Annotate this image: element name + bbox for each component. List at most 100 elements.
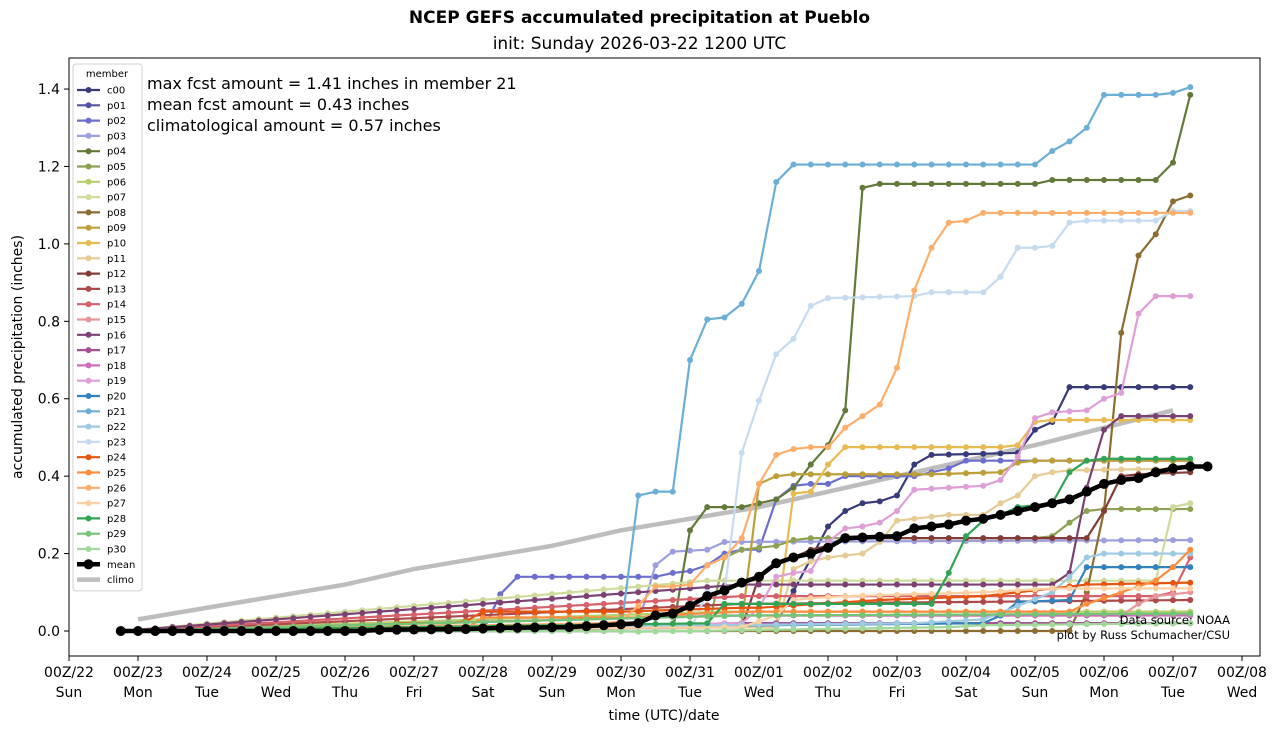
x-tick-day-label: Fri <box>889 685 906 701</box>
x-tick-day-label: Thu <box>331 685 358 701</box>
data-point-p02 <box>807 480 814 487</box>
annotation-max: max fcst amount = 1.41 inches in member … <box>147 74 517 93</box>
data-point-p22 <box>825 621 831 628</box>
data-point-p16 <box>204 621 210 628</box>
data-point-p29 <box>945 611 952 618</box>
y-tick-label: 0.0 <box>38 624 60 640</box>
legend-item-p19: p19 <box>77 376 126 387</box>
series-p26 <box>117 209 1194 634</box>
data-point-p08 <box>1152 231 1159 238</box>
data-point-mean <box>1133 473 1144 484</box>
data-point-p21 <box>1049 147 1056 154</box>
data-point-p12 <box>1066 535 1073 542</box>
data-point-p23 <box>1118 217 1125 224</box>
data-point-p29 <box>1083 611 1090 618</box>
data-point-p22 <box>963 617 969 624</box>
data-point-p05 <box>738 546 745 553</box>
data-point-p10 <box>807 488 814 495</box>
data-point-p21 <box>1170 89 1176 96</box>
data-point-p16 <box>911 581 918 588</box>
data-point-p26 <box>1066 209 1073 216</box>
data-point-mean <box>892 531 902 542</box>
data-point-p14 <box>1135 593 1142 600</box>
data-point-c00 <box>876 498 883 505</box>
data-point-p12 <box>911 535 918 542</box>
data-point-mean <box>1116 475 1127 486</box>
data-point-p12 <box>945 535 952 542</box>
data-point-p29 <box>566 616 573 623</box>
series-p21 <box>117 84 1194 634</box>
data-point-p30 <box>790 626 797 633</box>
data-point-p02 <box>945 465 952 472</box>
legend-item-p25: p25 <box>77 468 126 479</box>
data-point-mean <box>1030 502 1040 513</box>
data-point-p29 <box>963 611 969 618</box>
data-point-p08 <box>1170 198 1176 205</box>
data-point-p09 <box>911 471 918 478</box>
data-point-p04 <box>842 407 849 414</box>
data-point-p29 <box>721 612 728 619</box>
data-point-p25 <box>1101 595 1107 602</box>
data-point-p16 <box>531 597 538 604</box>
data-point-p30 <box>738 627 745 634</box>
data-point-p07 <box>566 589 573 596</box>
legend-marker <box>85 423 92 430</box>
data-point-p16 <box>859 581 866 588</box>
data-point-p26 <box>773 451 780 458</box>
data-point-p30 <box>687 628 693 634</box>
data-point-mean <box>184 626 195 636</box>
data-point-p19 <box>1049 409 1056 416</box>
data-point-p03 <box>1101 537 1107 544</box>
data-point-mean <box>926 521 937 532</box>
chart-subtitle: init: Sunday 2026-03-22 1200 UTC <box>492 34 787 54</box>
data-point-p11 <box>1101 466 1107 473</box>
data-point-p21 <box>963 161 969 168</box>
data-point-p26 <box>635 602 642 609</box>
data-point-p27 <box>859 592 866 599</box>
data-point-p09 <box>807 471 814 478</box>
data-point-p16 <box>928 581 935 588</box>
data-point-p29 <box>497 618 504 625</box>
data-point-mean <box>115 626 126 636</box>
data-point-p16 <box>342 611 348 618</box>
data-point-p09 <box>790 471 797 478</box>
data-point-p04 <box>738 504 745 511</box>
data-point-p14 <box>393 612 400 619</box>
data-point-p13 <box>1170 597 1176 604</box>
legend-label: p10 <box>107 239 126 250</box>
series-p16 <box>117 413 1194 634</box>
legend-marker <box>85 500 92 507</box>
legend-marker <box>85 515 92 522</box>
data-point-p16 <box>1152 413 1159 420</box>
data-point-p21 <box>807 161 814 168</box>
data-point-p20 <box>1135 564 1142 571</box>
data-point-p24 <box>514 608 521 615</box>
data-point-p14 <box>687 596 693 603</box>
data-point-p02 <box>825 480 831 487</box>
data-point-p29 <box>876 611 883 618</box>
data-point-p21 <box>1101 91 1107 98</box>
data-point-mean <box>271 626 281 636</box>
data-point-p14 <box>773 593 780 600</box>
data-point-p26 <box>911 287 918 294</box>
legend-item-climo: climo <box>77 575 134 586</box>
data-point-p26 <box>1170 209 1176 216</box>
data-point-c00 <box>842 507 849 514</box>
data-point-p29 <box>980 611 987 618</box>
data-point-p15 <box>1152 593 1159 600</box>
legend-label: p04 <box>107 147 126 158</box>
data-point-p04 <box>721 504 728 511</box>
data-point-p27 <box>1187 585 1194 592</box>
legend-label: p23 <box>107 437 126 448</box>
legend-item-p10: p10 <box>77 239 126 250</box>
data-point-mean <box>719 585 730 596</box>
data-point-p21 <box>790 161 797 168</box>
legend-item-p30: p30 <box>77 545 126 556</box>
data-point-p25 <box>1152 577 1159 584</box>
data-point-p16 <box>549 595 555 602</box>
legend-item-p28: p28 <box>77 514 126 525</box>
data-point-p19 <box>1118 389 1125 396</box>
data-point-p24 <box>531 608 538 615</box>
data-point-p22 <box>807 621 814 628</box>
legend-item-p24: p24 <box>77 453 126 464</box>
